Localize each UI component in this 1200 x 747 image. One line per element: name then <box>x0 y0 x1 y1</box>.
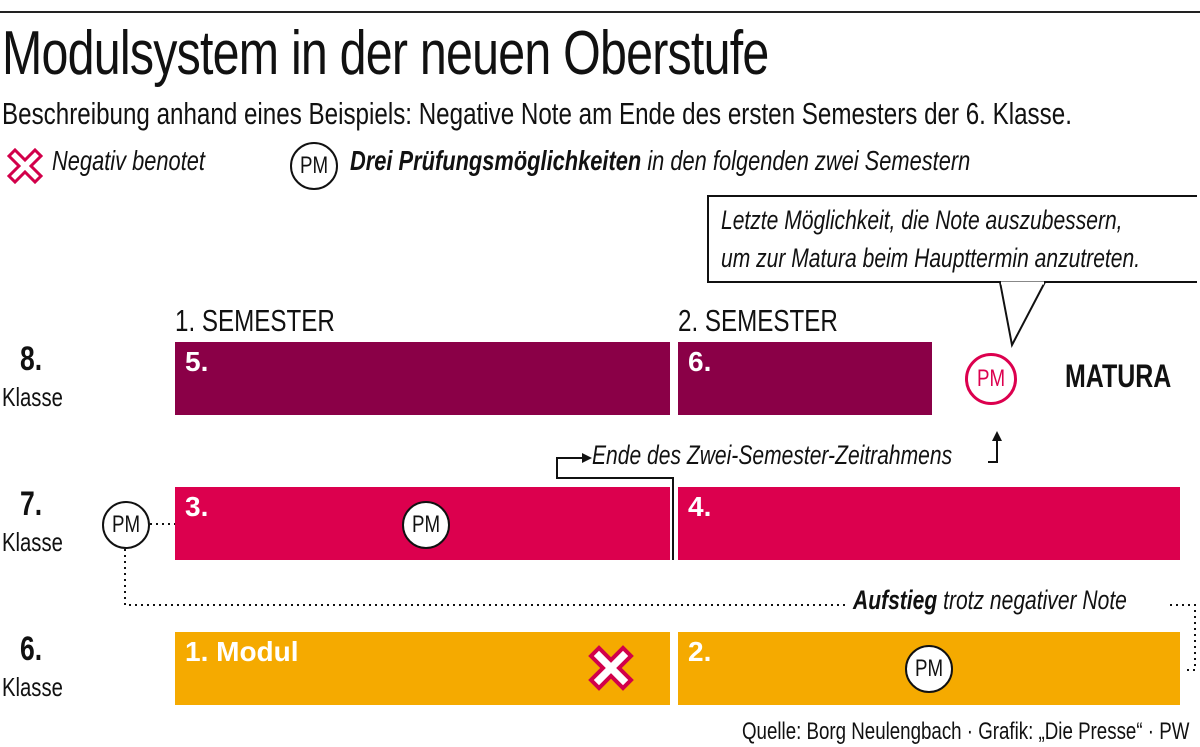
grade-7-label: Klasse <box>2 527 63 557</box>
legend-pm: Drei Prüfungsmöglichkeiten in den folgen… <box>350 145 971 176</box>
end-of-timeframe-label: Ende des Zwei-Semester-Zeitrahmens <box>592 440 953 470</box>
pm-module-3-icon: PM <box>402 501 450 549</box>
pm-retake-icon: PM <box>102 501 150 549</box>
grade-6-label: Klasse <box>2 672 63 702</box>
pm-module-2-icon: PM <box>905 645 953 693</box>
grade-7-number: 7. <box>20 485 43 523</box>
module-1-bar: 1. Modul <box>175 632 670 705</box>
semester-2-label: 2. SEMESTER <box>678 303 838 338</box>
pm-matura-icon: PM <box>965 353 1017 405</box>
aufstieg-label: Aufstieg trotz negativer Note <box>853 585 1127 615</box>
module-4-bar: 4. <box>678 487 1180 560</box>
grade-8-label: Klasse <box>2 382 63 412</box>
callout-box: Letzte Möglichkeit, die Note auszubesser… <box>707 195 1197 283</box>
grade-6-number: 6. <box>20 630 43 668</box>
module-6-bar: 6. <box>678 342 932 415</box>
module-5-bar: 5. <box>175 342 670 415</box>
grade-8-number: 8. <box>20 340 43 378</box>
semester-1-label: 1. SEMESTER <box>175 303 335 338</box>
legend-negative: Negativ benotet <box>52 145 205 176</box>
matura-label: MATURA <box>1065 358 1172 394</box>
pm-legend-icon: PM <box>290 142 338 190</box>
top-rule <box>0 11 1200 13</box>
negative-x-icon <box>6 147 44 185</box>
subtitle: Beschreibung anhand eines Beispiels: Neg… <box>2 96 1072 131</box>
page-title: Modulsystem in der neuen Oberstufe <box>2 19 769 88</box>
source-credit: Quelle: Borg Neulengbach · Grafik: „Die … <box>742 718 1190 745</box>
negative-x-icon <box>588 645 634 691</box>
